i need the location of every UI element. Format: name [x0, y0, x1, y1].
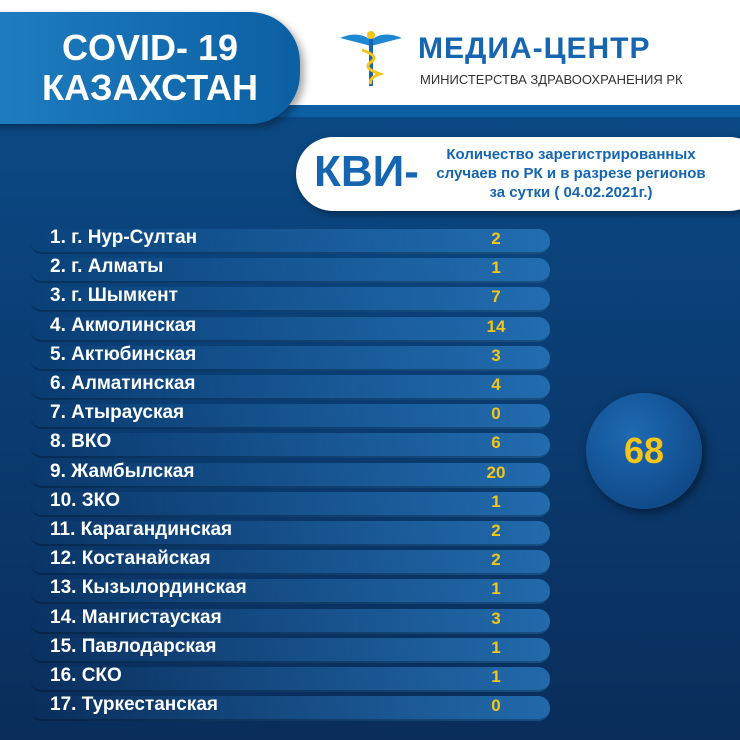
region-value: 0	[491, 696, 501, 716]
region-row: 2. г. Алматы 1	[30, 256, 550, 284]
region-name: 2. г. Алматы	[50, 256, 164, 278]
region-value: 1	[491, 637, 501, 657]
region-row: 14. Мангистауская 3	[30, 606, 550, 634]
region-name: 10. ЗКО	[50, 489, 120, 511]
region-row: 15. Павлодарская 1	[30, 635, 550, 663]
region-row: 16. СКО 1	[30, 665, 550, 692]
region-row: 13. Кызылординская 1	[30, 577, 550, 605]
region-value: 3	[491, 608, 501, 628]
region-row: 4. Акмолинская 14	[30, 314, 550, 342]
region-name: 4. Акмолинская	[50, 314, 197, 336]
region-row: 10. ЗКО 1	[30, 489, 550, 517]
title: COVID- 19	[61, 27, 239, 68]
region-value: 1	[491, 258, 501, 278]
region-row: 17. Туркестанская 0	[30, 694, 550, 722]
region-value: 2	[491, 229, 501, 248]
region-name: 15. Павлодарская	[50, 635, 217, 657]
logo-ministry: МИНИСТЕРСТВА ЗДРАВООХРАНЕНИЯ РК	[420, 72, 683, 87]
region-value: 3	[491, 345, 501, 365]
region-value: 0	[491, 404, 501, 424]
region-name: 9. Жамбылская	[50, 460, 195, 482]
region-name: 17. Туркестанская	[50, 694, 218, 716]
description-line: Количество зарегистрированных	[446, 146, 696, 163]
region-name: 6. Алматинская	[50, 373, 196, 394]
region-name: 8. ВКО	[50, 431, 112, 453]
region-value: 1	[491, 491, 501, 511]
summary-description: Количество зарегистрированных случаев по…	[421, 145, 721, 202]
region-name: 5. Актюбинская	[50, 343, 197, 365]
region-value: 1	[491, 579, 501, 599]
region-row: 6. Алматинская 4	[30, 373, 550, 400]
total: 68	[586, 393, 702, 509]
logo-name: МЕДИА-ЦЕНТР	[418, 32, 651, 65]
region-row: 1. г. Нур-Султан 2	[30, 227, 550, 254]
region-name: 7. Атырауская	[50, 402, 185, 424]
region-value: 2	[491, 550, 501, 570]
summary-label: КВИ-	[314, 147, 419, 196]
description-line: случаев по РК и в разрезе регионов	[436, 165, 706, 182]
region-name: 3. г. Шымкент	[50, 285, 178, 307]
region-row: 7. Атырауская 0	[30, 402, 550, 430]
region-name: 14. Мангистауская	[50, 606, 222, 628]
region-value: 7	[491, 287, 501, 307]
region-row: 3. г. Шымкент 7	[30, 285, 550, 313]
region-row: 11. Карагандинская 2	[30, 519, 550, 546]
region-row: 12. Костанайская 2	[30, 548, 550, 576]
region-value: 4	[491, 375, 501, 394]
region-row: 9. Жамбылская 20	[30, 460, 550, 488]
region-value: 6	[491, 433, 501, 453]
description-line: за сутки ( 04.02.2021г.)	[489, 184, 653, 201]
region-value: 20	[486, 462, 506, 482]
region-name: 1. г. Нур-Султан	[50, 227, 198, 248]
region-name: 13. Кызылординская	[50, 577, 247, 599]
region-value: 1	[491, 667, 501, 686]
banner: COVID- 19 КАЗАХСТАН	[0, 12, 300, 124]
region-name: 16. СКО	[50, 665, 122, 686]
region-value: 14	[486, 316, 506, 336]
summary-pill: КВИ- Количество зарегистрированных случа…	[296, 137, 740, 211]
region-row: 5. Актюбинская 3	[30, 343, 550, 371]
region-value: 2	[491, 521, 501, 540]
region-row: 8. ВКО 6	[30, 431, 550, 459]
subtitle: КАЗАХСТАН	[42, 67, 258, 108]
logo-icon	[340, 31, 402, 86]
region-name: 12. Костанайская	[50, 548, 211, 570]
region-name: 11. Карагандинская	[50, 519, 233, 540]
